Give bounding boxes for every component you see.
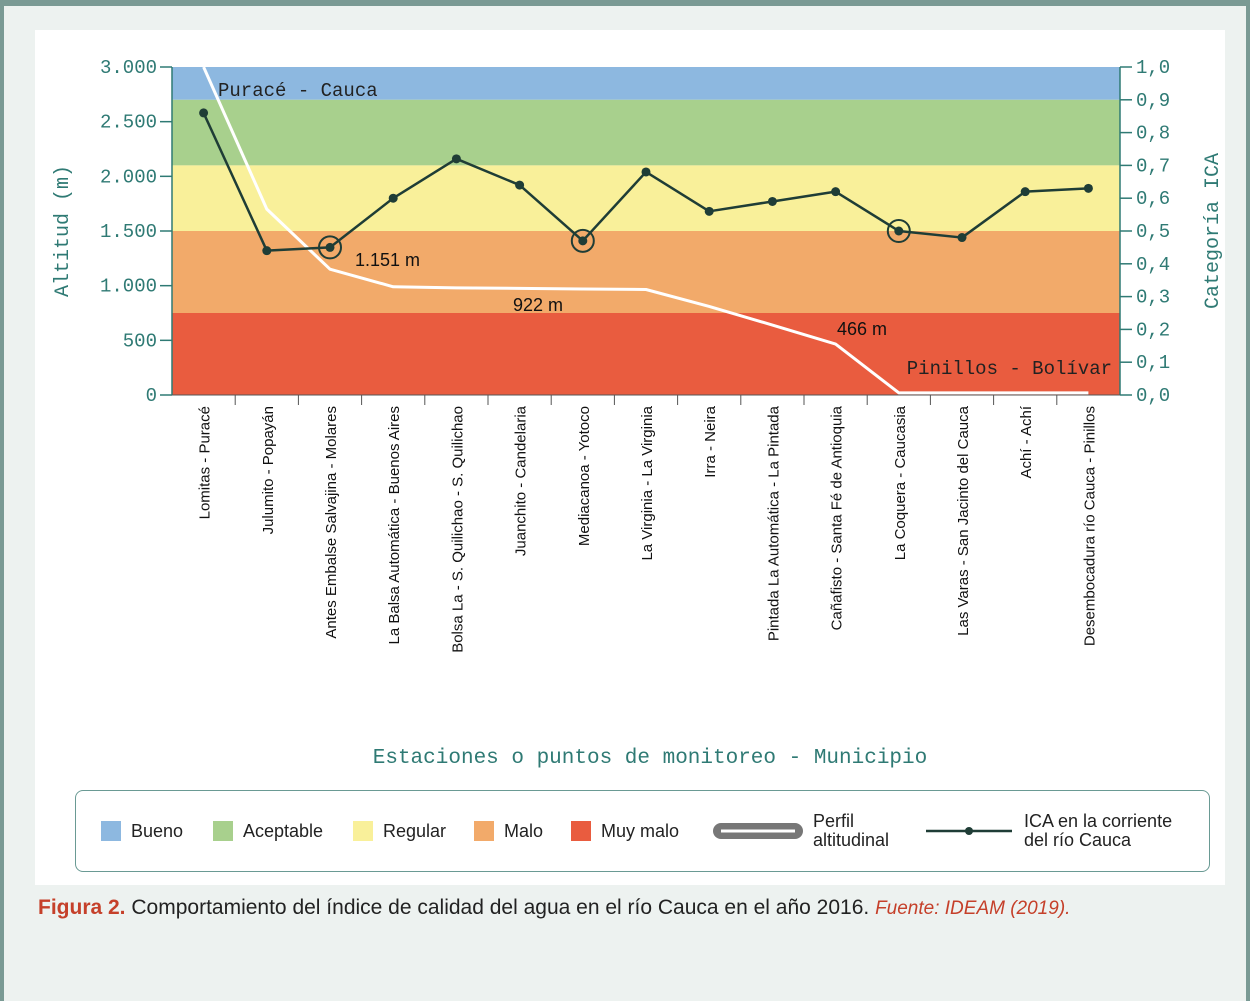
data-point (641, 167, 651, 177)
caption-text: Comportamiento del índice de calidad del… (131, 896, 870, 919)
x-tick-label: Julumito - Popayán (260, 406, 277, 534)
x-tick-label: Achí - Achí (1018, 405, 1035, 478)
legend-item: Muy malo (571, 791, 679, 871)
data-point (262, 246, 272, 256)
x-tick-label: Pintada La Automática - La Pintada (765, 405, 782, 641)
quality-band (172, 99, 1120, 166)
y2-axis-title: Categoría ICA (1202, 153, 1225, 309)
legend-dot (965, 827, 973, 835)
x-tick-label: Lomitas - Puracé (197, 406, 214, 519)
legend-swatch (213, 821, 233, 841)
legend-label: Muy malo (601, 820, 680, 841)
data-point (831, 187, 841, 197)
data-point (894, 226, 904, 236)
annotation: Pinillos - Bolívar (907, 358, 1112, 380)
legend-label: ICA en la corriente del río Cauca (1024, 811, 1173, 850)
legend-icon (926, 827, 1012, 835)
legend-icon (713, 823, 803, 839)
y-tick-label: 500 (123, 330, 157, 352)
data-point (578, 236, 588, 246)
y2-tick-label: 1,0 (1136, 57, 1170, 79)
x-tick-label: La Balsa Automática - Buenos Aires (386, 406, 403, 644)
y-tick-label: 1.500 (100, 221, 157, 243)
legend-label: Regular (383, 820, 447, 841)
y2-tick-label: 0,7 (1136, 155, 1170, 177)
caption: Figura 2. Comportamiento del índice de c… (38, 893, 1213, 924)
y2-tick-label: 0,2 (1136, 319, 1170, 341)
chart: Altitud (m) Categoría ICA Estaciones o p… (52, 57, 1225, 770)
y2-tick-label: 0,4 (1136, 254, 1170, 276)
quality-band (172, 313, 1120, 395)
x-tick-label: Juanchito - Candelaria (513, 405, 530, 556)
legend-item: Aceptable (213, 791, 323, 871)
y-tick-label: 1.000 (100, 276, 157, 298)
data-point (1083, 183, 1093, 193)
legend-label: Malo (504, 820, 544, 841)
y2-tick-label: 0,6 (1136, 188, 1170, 210)
y2-tick-label: 0,0 (1136, 385, 1170, 407)
x-tick-label: La Virginia - La Virginia (639, 405, 656, 560)
legend-item: Regular (353, 791, 446, 871)
data-point (515, 180, 525, 190)
legend-item: ICA en la corriente del río Cauca (924, 791, 1194, 871)
legend-label: Perfil altitudinal (813, 811, 890, 850)
caption-source: Fuente: IDEAM (2019). (875, 898, 1071, 919)
x-axis-title: Estaciones o puntos de monitoreo - Munic… (373, 747, 928, 770)
y2-tick-label: 0,9 (1136, 90, 1170, 112)
y2-tick-label: 0,8 (1136, 123, 1170, 145)
legend-swatch (353, 821, 373, 841)
annotation: 466 m (837, 319, 887, 339)
x-tick-label: Antes Embalse Salvajina - Molares (323, 406, 340, 639)
legend-swatch (571, 821, 591, 841)
data-point (957, 233, 967, 243)
data-point (767, 196, 777, 206)
data-point (325, 242, 335, 252)
quality-band (172, 67, 1120, 100)
x-tick-label: Mediacanoa - Yotoco (576, 406, 593, 546)
series-line (202, 66, 1089, 395)
data-point (199, 108, 209, 118)
y2-tick-label: 0,5 (1136, 221, 1170, 243)
legend-item: Bueno (101, 791, 183, 871)
legend-item: Malo (474, 791, 543, 871)
x-tick-label: Las Varas - San Jacinto del Cauca (955, 405, 972, 636)
y-tick-label: 0 (146, 385, 157, 407)
data-point (451, 154, 461, 164)
annotation: 1.151 m (355, 250, 420, 270)
x-tick-label: La Coquera - Caucasia (892, 405, 909, 560)
legend-label: Bueno (131, 820, 184, 841)
caption-label: Figura 2. (38, 896, 126, 919)
legend: Bueno Aceptable Regular Malo Muy malo Perfil … (75, 790, 1210, 872)
data-point (388, 193, 398, 203)
x-tick-label: Cañafisto - Santa Fé de Antioquia (829, 405, 846, 630)
data-point (1020, 187, 1030, 197)
legend-label: Aceptable (243, 820, 324, 841)
y-axis-title: Altitud (m) (52, 165, 75, 297)
legend-swatch (474, 821, 494, 841)
y-tick-label: 3.000 (100, 57, 157, 79)
annotation: Puracé - Cauca (218, 80, 378, 102)
y2-tick-label: 0,1 (1136, 352, 1170, 374)
legend-swatch (101, 821, 121, 841)
annotation: 922 m (513, 295, 563, 315)
y-tick-label: 2.000 (100, 166, 157, 188)
highlight-ring (570, 228, 595, 253)
y-tick-label: 2.500 (100, 112, 157, 134)
highlight-ring (318, 235, 342, 260)
y2-tick-label: 0,3 (1136, 287, 1170, 309)
x-tick-label: Irra - Neira (702, 405, 719, 477)
legend-item: Perfil altitudinal (713, 791, 913, 871)
quality-band (172, 231, 1120, 313)
highlight-ring (886, 219, 911, 243)
x-tick-label: Desembocadura río Cauca - Pinillos (1081, 406, 1098, 646)
x-tick-label: Bolsa La - S. Quilichao - S. Quilichao (449, 406, 466, 653)
data-point (704, 206, 714, 216)
